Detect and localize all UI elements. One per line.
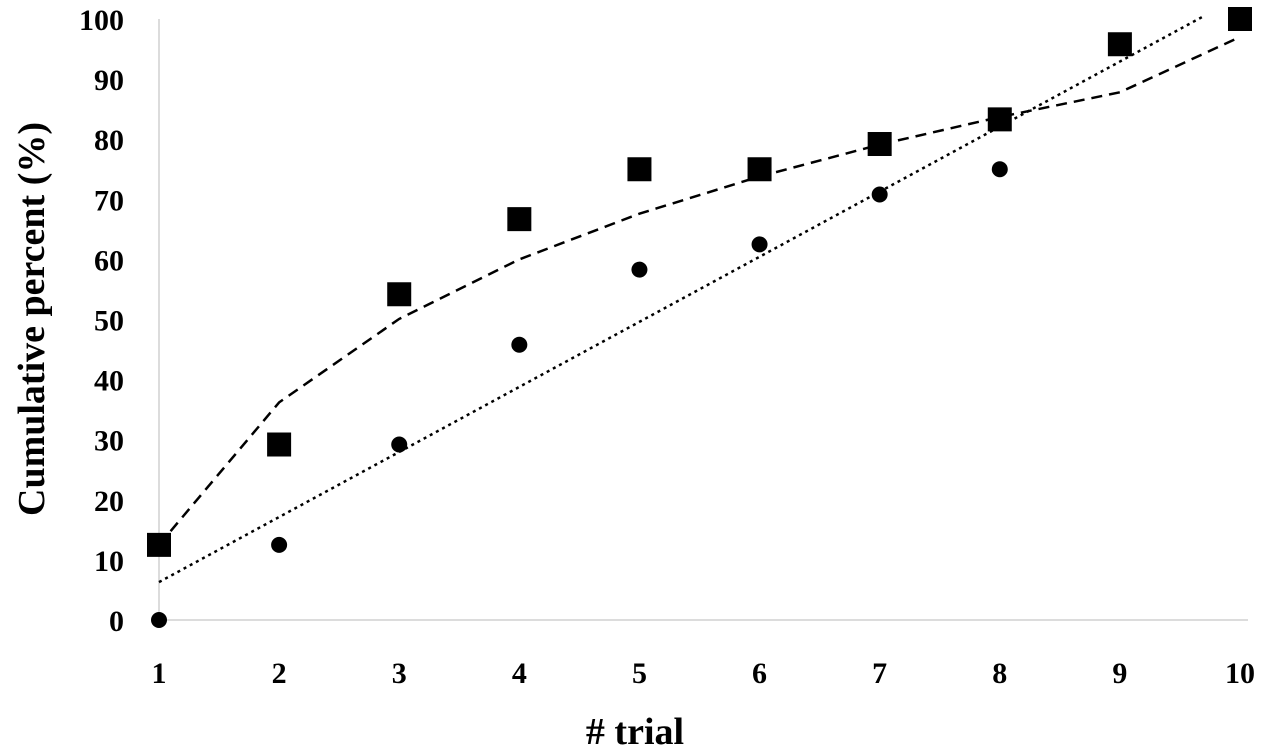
trendlines [158, 14, 1241, 584]
y-tick-label: 80 [94, 124, 124, 157]
y-tick-label: 70 [94, 184, 124, 217]
square-marker [387, 282, 412, 307]
y-tick-label: 20 [94, 485, 124, 518]
square-marker [1228, 7, 1252, 31]
tick-labels: 0 10 20 30 40 50 60 70 80 90 100 1 2 3 4 5 6 7 8 9 10 [79, 4, 1255, 690]
y-tick-label: 60 [94, 244, 124, 277]
circle-marker [871, 186, 888, 203]
data-points [147, 7, 1252, 628]
axes [158, 19, 1248, 621]
square-marker [747, 157, 772, 182]
y-tick-label: 10 [94, 545, 124, 578]
y-tick-label: 90 [94, 64, 124, 97]
x-tick-label: 1 [152, 657, 167, 690]
circle-marker [151, 612, 167, 628]
circle-marker [511, 336, 528, 353]
x-tick-label: 6 [752, 657, 767, 690]
circle-marker [991, 161, 1008, 178]
x-tick-label: 5 [632, 657, 647, 690]
square-marker [267, 432, 292, 457]
square-marker [627, 157, 652, 182]
x-tick-label: 9 [1112, 657, 1127, 690]
circle-marker [391, 436, 408, 453]
circle-marker [751, 236, 768, 253]
square-marker [507, 207, 532, 232]
dotted-trendline [158, 14, 1205, 584]
dashed-trendline [158, 35, 1241, 546]
x-tick-label: 2 [272, 657, 287, 690]
y-tick-label: 40 [94, 365, 124, 398]
x-tick-label: 8 [992, 657, 1007, 690]
x-tick-label: 7 [872, 657, 887, 690]
square-marker [867, 132, 892, 157]
x-tick-label: 10 [1225, 657, 1255, 690]
x-tick-label: 4 [512, 657, 527, 690]
y-tick-label: 30 [94, 425, 124, 458]
y-tick-label: 50 [94, 305, 124, 338]
square-marker [987, 107, 1012, 132]
y-tick-label: 100 [79, 4, 124, 37]
circle-marker [631, 261, 648, 278]
square-marker [1107, 32, 1132, 57]
circle-marker [271, 536, 288, 553]
x-axis-title: # trial [586, 711, 684, 753]
y-tick-label: 0 [109, 605, 124, 638]
square-marker [147, 532, 171, 557]
x-tick-label: 3 [392, 657, 407, 690]
y-axis-title: Cumulative percent (%) [11, 122, 53, 516]
